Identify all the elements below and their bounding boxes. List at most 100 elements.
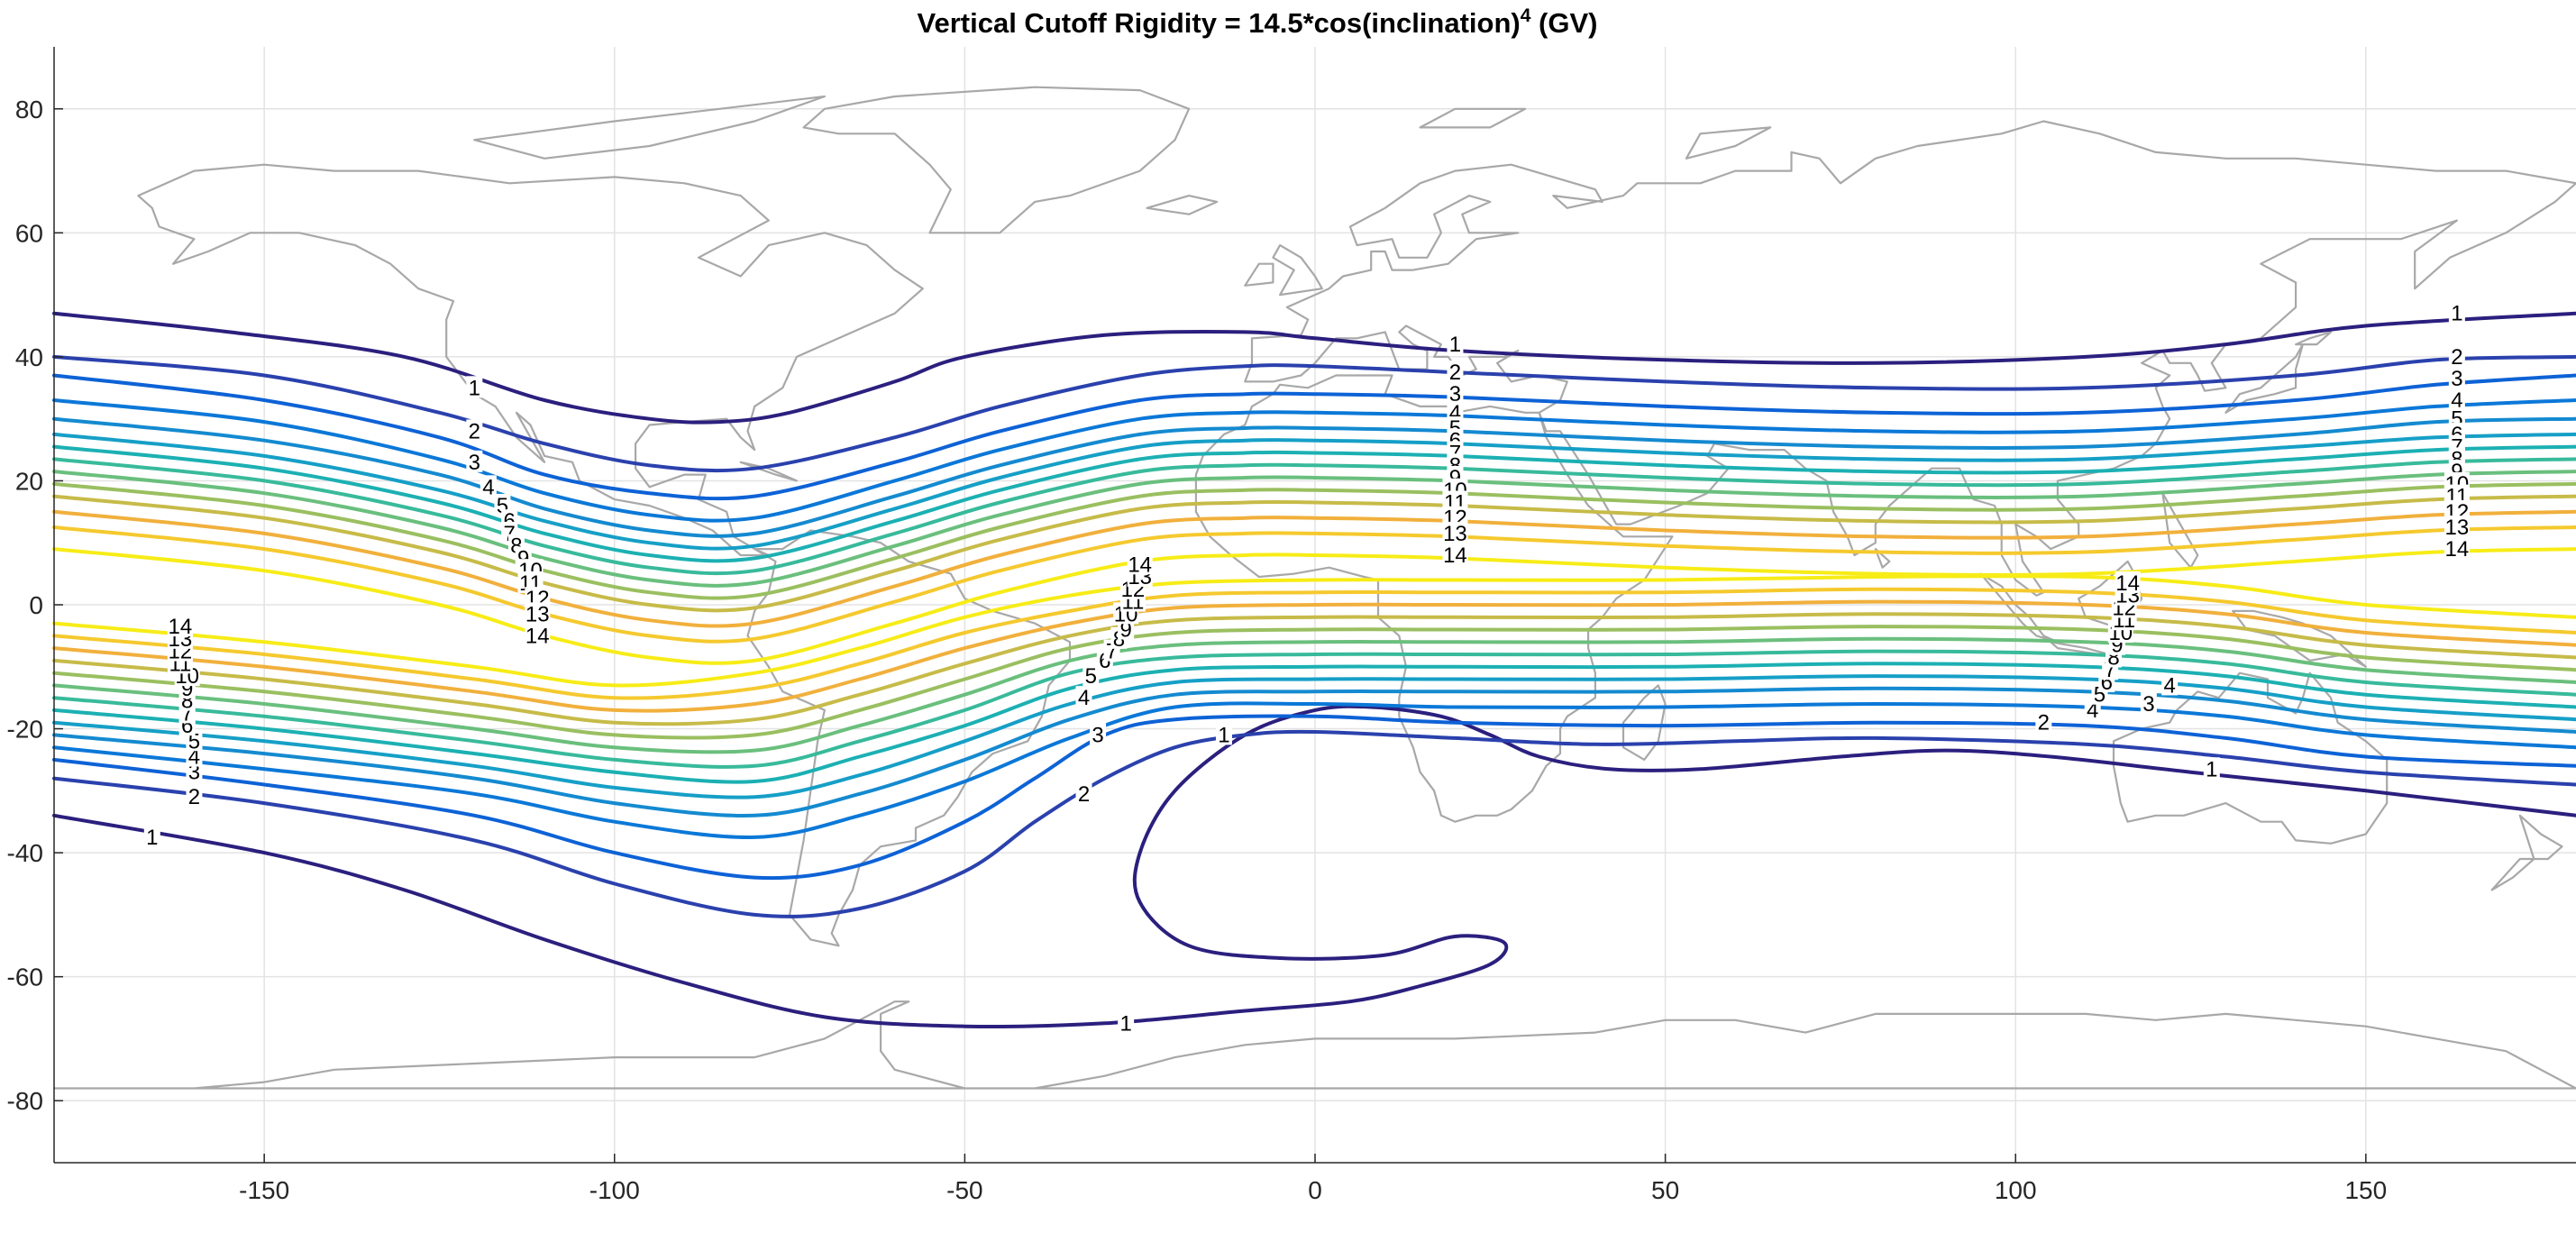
contour-label-14: 14 — [525, 624, 550, 648]
coastline-shape — [1272, 244, 1323, 297]
contour-label-2: 2 — [1449, 361, 1461, 385]
axes: -150 -100 -50 0 50 100 150 -80 -60 -40 -20 0 20 40 60 8… — [7, 47, 2576, 1204]
contour-label-2: 2 — [2038, 711, 2050, 735]
contour-label-4: 4 — [1078, 686, 1090, 710]
contour-line-12 — [52, 509, 2576, 628]
contour-line-13 — [52, 587, 2576, 700]
coastline-shape — [2490, 814, 2563, 891]
y-tick-label: -20 — [7, 716, 43, 744]
contour-label-bg — [525, 624, 551, 646]
contour-label-bg — [1442, 521, 1468, 543]
contour-label-4: 4 — [2164, 673, 2176, 698]
contour-line-10 — [52, 481, 2576, 600]
contour-label-bg — [466, 419, 483, 442]
contour-label-bg — [2115, 571, 2141, 593]
contour-label-bg — [480, 475, 497, 498]
contour-label-1: 1 — [2451, 302, 2462, 326]
contour-label-bg — [1090, 723, 1107, 745]
contour-label-bg — [2448, 366, 2465, 388]
chart-title: Vertical Cutoff Rigidity = 14.5*cos(incl… — [918, 5, 1598, 39]
contour-label-14: 14 — [2115, 571, 2140, 596]
contour-label-bg — [186, 785, 203, 808]
contour-label-2: 2 — [469, 419, 480, 443]
contour-line-1 — [52, 311, 2576, 425]
contour-label-bg — [466, 450, 483, 472]
coastline-shape — [473, 95, 826, 160]
contour-label-bg — [1075, 781, 1092, 804]
contour-label-bg — [466, 376, 483, 398]
contour-label-bg — [1075, 686, 1092, 708]
x-tick-label: -50 — [946, 1176, 982, 1204]
coastline-shape — [1194, 374, 1674, 823]
contour-line-11 — [52, 494, 2576, 613]
contour-label-1: 1 — [469, 376, 480, 400]
contour-label-bg — [1215, 723, 1232, 745]
contour-line-9 — [52, 470, 2576, 588]
contour-label-bg — [143, 825, 160, 847]
coastline-shape — [746, 529, 1072, 947]
contour-label-5: 5 — [1085, 664, 1097, 689]
contour-label-bg — [2444, 537, 2470, 560]
contour-label-bg — [1127, 553, 1153, 575]
contour-label-bg — [1447, 382, 1464, 405]
contour-label-3: 3 — [2142, 692, 2154, 717]
contour-line-9 — [52, 636, 2576, 754]
contour-line-3 — [52, 714, 2576, 881]
x-tick-label: 150 — [2344, 1176, 2387, 1204]
contour-label-bg — [1118, 1011, 1135, 1034]
coastline-shape — [2232, 609, 2367, 668]
contour-line-11 — [52, 612, 2576, 726]
contour-line-12 — [52, 599, 2576, 713]
contour-label-bg — [2203, 757, 2220, 780]
contour-label-3: 3 — [469, 451, 480, 475]
coastline-shape — [1979, 572, 2059, 644]
x-tick-label: 50 — [1651, 1176, 1679, 1204]
contour-label-bg — [2035, 710, 2052, 733]
contour-label-1: 1 — [1218, 723, 1229, 747]
contour-label-bg — [1447, 361, 1464, 383]
y-tick-label: -40 — [7, 839, 43, 867]
contour-line-6 — [52, 674, 2576, 799]
contour-label-3: 3 — [1449, 382, 1461, 406]
contour-line-2 — [52, 354, 2576, 473]
contour-line-10 — [52, 625, 2576, 740]
contour-label-bg — [1442, 543, 1468, 565]
contour-line-4 — [52, 398, 2576, 523]
y-tick-label: 20 — [15, 467, 43, 495]
contour-label-14: 14 — [1443, 543, 1467, 568]
coastline-shape — [2112, 671, 2389, 845]
contour-label-1: 1 — [146, 826, 158, 850]
coastline-shape — [2161, 492, 2199, 569]
contour-label-2: 2 — [2451, 345, 2462, 370]
coastline-shape — [1244, 262, 1274, 287]
contour-label-14: 14 — [169, 615, 193, 639]
contour-line-1 — [52, 704, 2576, 1029]
x-tick-label: 0 — [1308, 1176, 1322, 1204]
y-tick-label: 40 — [15, 343, 43, 371]
coastline-shape — [137, 163, 924, 557]
coastline-shape — [739, 461, 798, 482]
contour-lines — [52, 311, 2576, 1029]
contour-label-bg — [2448, 388, 2465, 411]
contour-label-14: 14 — [1128, 553, 1152, 577]
y-tick-label: 60 — [15, 219, 43, 247]
contour-label-14: 14 — [2445, 537, 2470, 562]
contour-label-bg — [1447, 333, 1464, 355]
contour-label-2: 2 — [188, 785, 200, 809]
coastline-shape — [1685, 126, 1772, 160]
coastline-shape — [1146, 195, 1219, 215]
contour-label-1: 1 — [2206, 757, 2217, 781]
chart-title-suffix: (GV) — [1530, 7, 1597, 39]
x-tick-label: 100 — [1995, 1176, 2037, 1204]
contour-label-13: 13 — [2445, 516, 2470, 540]
contour-line-14 — [52, 574, 2576, 688]
contour-label-bg — [1082, 664, 1100, 687]
y-tick-label: -60 — [7, 964, 43, 991]
coastline-shape — [1874, 548, 1891, 569]
coastline-shape — [1621, 684, 1667, 761]
coastline-shape — [52, 1000, 2576, 1090]
contour-label-1: 1 — [1449, 333, 1461, 357]
contour-label-bg — [2448, 344, 2465, 367]
